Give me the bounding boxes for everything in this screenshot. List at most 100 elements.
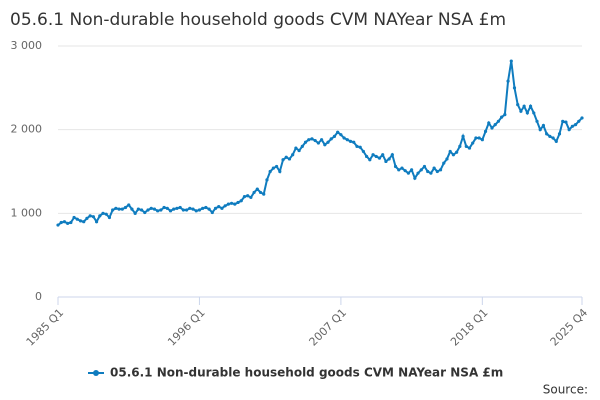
- point: [545, 132, 549, 136]
- point: [570, 124, 574, 128]
- point: [56, 223, 60, 227]
- point: [156, 209, 160, 213]
- point: [229, 201, 234, 205]
- point: [188, 206, 192, 210]
- point: [262, 192, 266, 196]
- point: [249, 195, 253, 200]
- point: [458, 144, 462, 148]
- point: [94, 220, 99, 224]
- point: [551, 136, 555, 140]
- point: [503, 113, 507, 117]
- line: [57, 60, 583, 226]
- point: [213, 206, 218, 210]
- point: [239, 199, 243, 203]
- point: [413, 176, 417, 180]
- point: [474, 136, 478, 140]
- point: [528, 104, 533, 108]
- point: [62, 220, 67, 224]
- legend-marker: [93, 370, 99, 376]
- point: [72, 215, 76, 220]
- point: [332, 134, 337, 138]
- point: [310, 137, 314, 141]
- y-tick-label: 0: [35, 290, 42, 303]
- point: [471, 141, 475, 145]
- point: [130, 207, 134, 211]
- point: [175, 206, 179, 210]
- chart-title: 05.6.1 Non-durable household goods CVM N…: [10, 10, 506, 30]
- point: [548, 134, 552, 138]
- point: [397, 168, 401, 172]
- point: [487, 121, 491, 125]
- point: [143, 210, 147, 215]
- y-tick-label: 2 000: [11, 123, 43, 136]
- point: [477, 136, 481, 140]
- point: [136, 207, 140, 211]
- point: [178, 205, 182, 210]
- point: [201, 206, 205, 210]
- point: [512, 86, 517, 90]
- point: [506, 79, 510, 83]
- point: [519, 109, 523, 113]
- x-tick-label: 2025 Q4: [548, 306, 591, 349]
- point: [226, 202, 230, 206]
- point: [139, 208, 144, 212]
- point: [522, 104, 526, 108]
- legend-label: 05.6.1 Non-durable household goods CVM N…: [110, 366, 503, 380]
- point: [98, 214, 102, 218]
- point: [194, 209, 198, 213]
- point: [493, 123, 497, 127]
- point: [271, 166, 275, 170]
- point: [355, 144, 359, 148]
- point: [541, 123, 546, 128]
- point: [233, 202, 237, 206]
- point: [258, 190, 263, 195]
- point: [422, 164, 427, 169]
- point: [78, 219, 83, 223]
- point: [451, 153, 456, 157]
- point: [197, 208, 202, 212]
- point: [316, 141, 320, 145]
- point: [406, 171, 411, 175]
- point: [300, 144, 304, 148]
- point: [275, 164, 279, 169]
- point: [538, 128, 542, 132]
- point: [281, 158, 285, 162]
- point: [532, 111, 536, 115]
- point: [509, 59, 513, 63]
- point: [255, 187, 259, 191]
- point: [416, 171, 420, 175]
- point: [149, 206, 153, 210]
- point: [82, 220, 86, 224]
- point: [204, 205, 208, 210]
- point: [162, 205, 166, 210]
- point: [123, 205, 128, 210]
- point: [69, 220, 73, 225]
- y-tick-label: 1 000: [11, 206, 43, 219]
- point: [432, 166, 436, 170]
- point: [152, 207, 157, 211]
- point: [387, 157, 391, 161]
- point: [535, 119, 539, 123]
- point: [381, 153, 385, 157]
- point: [525, 111, 529, 115]
- point: [516, 102, 520, 107]
- x-tick-label: 2007 Q1: [307, 306, 350, 349]
- point: [339, 133, 343, 137]
- point: [419, 168, 423, 172]
- point: [348, 139, 353, 143]
- point: [127, 203, 131, 207]
- point: [377, 156, 382, 160]
- point: [352, 140, 356, 144]
- point: [326, 140, 330, 144]
- point: [104, 212, 108, 216]
- point: [165, 206, 169, 210]
- point: [75, 217, 79, 221]
- point: [442, 161, 446, 165]
- point: [445, 157, 449, 161]
- point: [297, 148, 301, 153]
- point: [246, 194, 250, 198]
- point: [107, 215, 112, 220]
- point: [500, 115, 504, 119]
